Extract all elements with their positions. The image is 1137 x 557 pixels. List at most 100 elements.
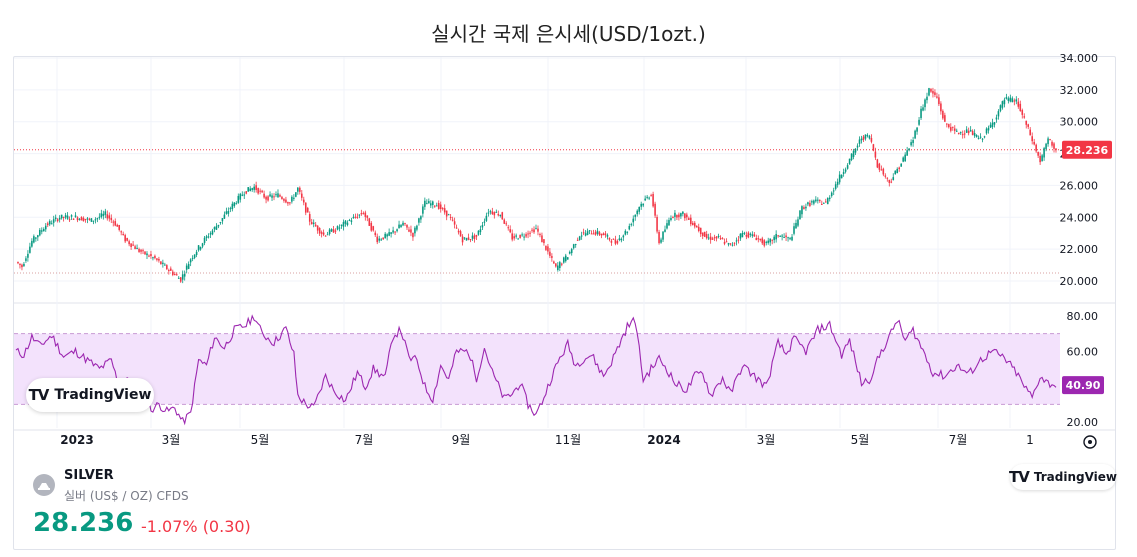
candle-body [171, 271, 174, 275]
candle-body [1023, 116, 1026, 118]
time-tick-label: 1 [1026, 433, 1034, 447]
candle-body [1007, 98, 1010, 101]
candle-body [715, 236, 718, 239]
candle-body [366, 215, 369, 218]
candle-body [688, 218, 690, 220]
rsi-band [14, 333, 1060, 405]
candle-body [535, 228, 537, 230]
candle-body [705, 234, 708, 239]
candle-body [987, 127, 990, 131]
candle-body [39, 229, 41, 236]
candle-body [924, 99, 926, 108]
price-tick-label: 20.000 [1060, 275, 1099, 288]
candle-body [674, 212, 676, 217]
candle-body [975, 134, 978, 138]
symbol-name[interactable]: SILVER [64, 468, 114, 483]
candle-body [682, 211, 684, 214]
candle-body [328, 229, 331, 235]
time-tick-label: 3월 [757, 433, 776, 447]
candle-body [233, 202, 236, 207]
candle-body [991, 122, 994, 128]
candle-body [801, 206, 803, 215]
candle-body [185, 265, 188, 270]
candle-body [852, 150, 855, 157]
candle-body [195, 251, 198, 256]
candle-body [82, 217, 85, 222]
candle-body [495, 211, 498, 213]
candle-body [356, 216, 359, 218]
price-tick-label: 32.000 [1060, 84, 1099, 97]
candle-body [358, 214, 361, 216]
candle-body [251, 188, 253, 190]
candle-body [76, 217, 79, 221]
candle-body [576, 239, 579, 241]
candle-body [293, 197, 295, 199]
candle-body [880, 169, 883, 171]
candle-body [660, 239, 662, 243]
candle-body [898, 167, 901, 170]
time-tick-label: 5월 [851, 433, 870, 447]
candle-body [48, 221, 51, 225]
candle-body [1039, 155, 1041, 163]
candle-body [957, 132, 960, 135]
candle-body [983, 136, 986, 138]
candle-body [995, 117, 998, 120]
candle-body [765, 241, 768, 243]
candle-body [876, 159, 879, 168]
candle-body [142, 250, 144, 252]
candle-body [652, 194, 654, 207]
candle-body [616, 241, 619, 244]
candle-body [691, 222, 694, 226]
tradingview-footer-badge[interactable]: TV TradingView [1009, 464, 1117, 490]
tradingview-badge[interactable]: TV TradingView [26, 378, 154, 412]
candle-body [144, 251, 146, 255]
candle-body [854, 148, 857, 153]
time-tick-label: 11월 [555, 433, 581, 447]
candle-body [926, 96, 928, 101]
candle-body [21, 264, 23, 268]
candle-body [676, 214, 678, 218]
candle-body [654, 203, 656, 216]
candle-body [656, 216, 658, 232]
candle-body [733, 242, 736, 244]
price-change: -1.07% (0.30) [141, 517, 251, 536]
candle-body [951, 126, 954, 128]
candle-body [594, 231, 597, 235]
candle-body [868, 136, 871, 139]
candle-body [33, 236, 35, 243]
candle-body [1021, 110, 1024, 115]
candle-body [622, 235, 625, 238]
candle-body [215, 226, 218, 230]
candle-body [799, 210, 801, 220]
candle-body [1005, 97, 1008, 99]
candle-body [199, 247, 202, 250]
candle-body [922, 107, 924, 111]
candle-body [310, 222, 313, 225]
candle-body [439, 204, 442, 209]
settings-icon[interactable] [1083, 435, 1097, 449]
candle-body [967, 130, 970, 134]
time-tick-label: 2024 [647, 433, 680, 447]
candle-body [271, 195, 273, 198]
candle-body [858, 139, 861, 144]
candle-body [699, 227, 702, 235]
candle-body [807, 202, 809, 205]
candle-body [904, 154, 906, 162]
candle-body [795, 222, 797, 229]
time-tick-label: 7월 [355, 433, 374, 447]
candle-body [340, 224, 343, 226]
candle-body [838, 174, 841, 183]
candle-body [513, 236, 515, 239]
axes: 34.00032.00030.00028.00026.00024.00022.0… [60, 52, 1112, 447]
candle-body [80, 216, 83, 221]
candle-body [134, 246, 136, 250]
tradingview-logo-icon: TV [28, 386, 50, 404]
candle-body [459, 231, 462, 237]
candle-body [932, 91, 934, 94]
candle-body [183, 273, 186, 277]
candle-body [701, 232, 704, 236]
candle-body [562, 257, 565, 263]
candle-body [324, 235, 327, 237]
candle-body [354, 216, 357, 218]
